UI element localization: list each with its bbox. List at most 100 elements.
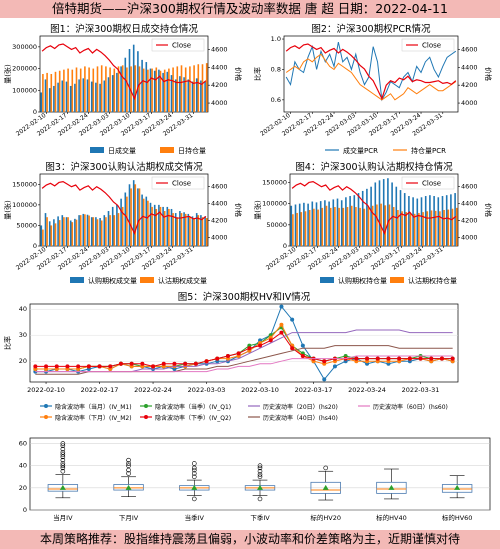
bar-series1	[53, 219, 55, 246]
legend-close	[151, 38, 205, 52]
bar-series2	[392, 207, 395, 246]
y-tick-label: 40	[19, 462, 27, 470]
x-tick-label: 2022-03-10	[241, 386, 279, 394]
bar-series1	[424, 196, 427, 246]
y2-tick-label: 4600	[461, 183, 478, 191]
legend-label-series2: 认沽期权持仓量	[408, 276, 457, 285]
bar-series2	[342, 207, 345, 246]
y2-tick-label: 4000	[461, 234, 478, 242]
vol-marker	[204, 359, 209, 364]
bar-series2	[176, 66, 179, 112]
bar-series2	[46, 217, 48, 246]
bar-series2	[388, 204, 391, 246]
vol-marker	[279, 304, 284, 309]
vol-marker	[33, 364, 38, 369]
close-price-line	[41, 180, 207, 235]
bar-series1	[95, 217, 97, 246]
vol-marker	[418, 356, 423, 361]
bar-series2	[189, 66, 191, 112]
bar-series1	[158, 204, 160, 246]
box-outlier	[191, 467, 197, 473]
bar-series1	[166, 206, 169, 246]
vol-marker	[268, 338, 273, 343]
bar-series2	[443, 210, 445, 246]
vol-marker	[279, 330, 284, 335]
bar-series1	[366, 188, 368, 246]
box-mean	[257, 484, 263, 490]
legend-label-series2: 认沽期权成交量	[158, 276, 207, 285]
strategy-footer: 本周策略推荐：股指维持震荡且偏弱，小波动率和价差策略为主，近期谨慎对待	[0, 530, 500, 549]
bar-series1	[69, 85, 72, 112]
box-outlier	[60, 452, 66, 457]
category-label: 下季IV	[250, 513, 270, 522]
box-body	[441, 484, 473, 493]
vol-marker	[172, 361, 177, 366]
y-tick-label: 0.6	[271, 96, 281, 104]
box-mean	[454, 484, 461, 490]
bar-series1	[103, 80, 106, 112]
y-tick-label: 30	[19, 331, 27, 339]
bar-series1	[153, 204, 156, 246]
x-tick-label: 2022-03-31	[402, 386, 440, 394]
bar-series1	[44, 79, 47, 112]
bar-series2	[151, 206, 153, 246]
vol-line-4	[35, 331, 453, 367]
bar-series2	[168, 68, 170, 112]
y-axis-label: 比率	[3, 336, 12, 350]
legend-close	[401, 38, 455, 52]
bar-series2	[138, 188, 141, 246]
bar-series2	[109, 67, 111, 112]
vol-marker	[354, 356, 359, 361]
bar-series2	[197, 215, 200, 246]
legend-marker	[144, 404, 148, 408]
bar-series2	[84, 214, 86, 246]
bar-series1	[179, 211, 181, 246]
legend-label: 隐含波动率（当季）(IV_Q1)	[155, 403, 231, 411]
bar-series2	[409, 212, 412, 246]
bar-series1	[294, 204, 297, 246]
bar-series2	[71, 222, 74, 246]
bar-series1	[200, 215, 202, 246]
bar-series2	[430, 210, 433, 246]
box-outlier	[60, 446, 66, 452]
legend-label: 隐含波动率（当月）(IV_M1)	[55, 403, 132, 411]
bar-series2	[451, 208, 454, 246]
bar-series1	[416, 198, 419, 246]
legend-label: 历史波动率（40日）(hs40)	[263, 414, 338, 422]
bar-series1	[200, 80, 202, 112]
bar-series2	[96, 219, 99, 246]
vol-marker	[108, 364, 113, 369]
bar-series2	[401, 211, 403, 246]
bar-series2	[413, 213, 416, 246]
bar-series1	[408, 196, 410, 246]
bar-series2	[138, 66, 141, 112]
vol-marker	[258, 343, 263, 348]
x-tick-label: 2022-02-17	[81, 386, 119, 394]
bar-series1	[420, 197, 423, 246]
vol-marker	[332, 364, 337, 369]
bar-series1	[345, 197, 347, 246]
box-outlier	[60, 450, 66, 455]
bar-series2	[193, 65, 195, 112]
bar-series1	[48, 221, 51, 246]
plot-frame	[39, 173, 209, 247]
bar-series2	[205, 63, 208, 112]
legend-swatch-series2	[160, 147, 174, 153]
vol-marker	[365, 356, 370, 361]
bar-series2	[50, 225, 53, 246]
y2-axis-label: 价格	[484, 203, 493, 217]
category-label: 标的HV40	[376, 513, 407, 522]
bar-series1	[374, 182, 377, 246]
y2-tick-label: 4200	[461, 81, 478, 89]
box-outlier	[257, 465, 263, 471]
bar-series1	[195, 78, 198, 112]
category-label: 当季IV	[185, 513, 205, 522]
bar-series2	[92, 68, 95, 112]
chart-vol-boxplot: 0 20 40 60 当月IV 下月IV 当季IV 下季IV 标的HV20 标的HV40 标的HV6…	[19, 437, 491, 522]
vol-marker	[429, 356, 434, 361]
bar-series2	[155, 67, 158, 112]
bar-series1	[162, 206, 164, 246]
bar-series1	[170, 208, 173, 246]
bar-series1	[40, 225, 43, 246]
bar-series2	[308, 210, 311, 246]
